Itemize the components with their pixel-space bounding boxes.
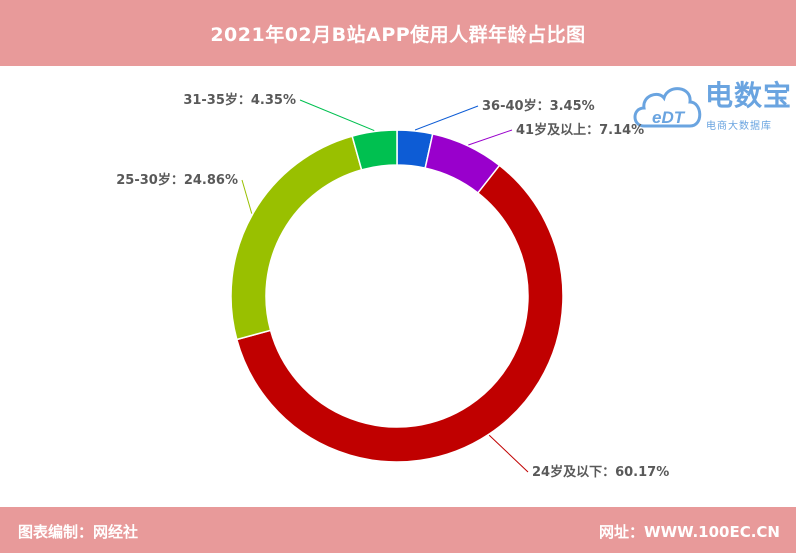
- data-label-0: 36-40岁：3.45%: [482, 98, 595, 114]
- chart-title: 2021年02月B站APP使用人群年龄占比图: [210, 23, 586, 46]
- data-labels: 36-40岁：3.45% 41岁及以上：7.14% 24岁及以下：60.17% 25-…: [116, 92, 669, 480]
- leader-line-2: [488, 434, 529, 473]
- leader-line-0: [414, 105, 479, 131]
- data-label-1: 41岁及以上：7.14%: [516, 122, 644, 138]
- cloud-logo-icon: eDT: [633, 87, 702, 128]
- slice-4: [351, 129, 398, 171]
- slice-3: [230, 135, 363, 341]
- data-label-2: 24岁及以下：60.17%: [532, 464, 669, 480]
- footer-source: 图表编制：网经社: [18, 523, 139, 541]
- leader-line-4: [299, 99, 375, 132]
- leader-line-1: [468, 129, 513, 146]
- logo: eDT 电数宝 电商大数据库: [630, 68, 795, 138]
- data-label-4: 31-35岁：4.35%: [183, 92, 296, 108]
- data-label-3: 25-30岁：24.86%: [116, 172, 238, 188]
- logo-mark: eDT: [652, 108, 686, 127]
- slice-2: [235, 164, 564, 463]
- logo-subtitle: 电商大数据库: [706, 121, 772, 132]
- footer-website: 网址：WWW.100EC.CN: [599, 523, 780, 541]
- logo-name: 电数宝: [705, 79, 793, 112]
- leader-lines: [241, 99, 529, 473]
- donut-slices: [230, 129, 564, 463]
- title-banner: 2021年02月B站APP使用人群年龄占比图: [0, 0, 796, 66]
- leader-line-3: [241, 179, 253, 214]
- footer-banner: 图表编制：网经社 网址：WWW.100EC.CN: [0, 507, 796, 553]
